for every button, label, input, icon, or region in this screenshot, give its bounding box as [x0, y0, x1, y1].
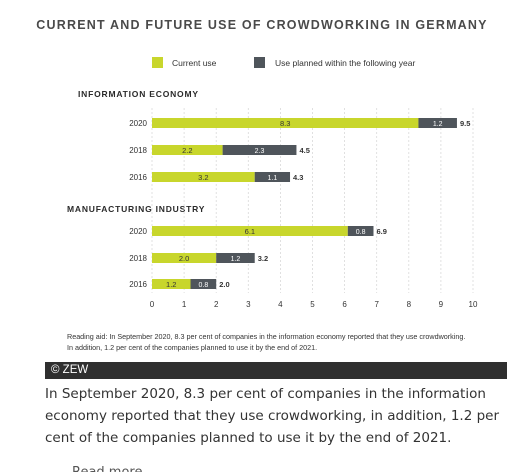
category-label: 2020: [129, 119, 147, 128]
cut-off-text: Read more: [72, 462, 172, 472]
x-tick-label: 3: [246, 300, 251, 309]
x-tick-label: 7: [374, 300, 379, 309]
data-label-total: 6.9: [376, 227, 386, 236]
bars: 2020 8.3 1.2 9.5 2018 2.2 2.3 4.5 2016 3.2 1.1 4.3 2…: [129, 118, 470, 289]
data-label-planned-use: 1.2: [231, 256, 241, 263]
x-tick-label: 2: [214, 300, 219, 309]
data-label-current-use: 1.2: [166, 280, 176, 289]
bar-current-use: [152, 226, 348, 236]
data-label-planned-use: 0.8: [356, 229, 366, 236]
bar-current-use: [152, 253, 217, 263]
legend-swatch-planned: [254, 57, 265, 68]
data-label-current-use: 2.0: [179, 254, 189, 263]
bar-current-use: [152, 279, 191, 289]
data-label-current-use: 8.3: [280, 119, 290, 128]
chart-title: CURRENT AND FUTURE USE OF CROWDWORKING I…: [36, 18, 487, 32]
crowdworking-chart: CURRENT AND FUTURE USE OF CROWDWORKING I…: [36, 18, 487, 352]
bar-current-use: [152, 172, 255, 182]
legend-swatch-current: [152, 57, 163, 68]
data-label-total: 9.5: [460, 119, 470, 128]
reading-aid-line-2: In addition, 1.2 per cent of the compani…: [67, 343, 317, 352]
group-title-manufacturing-industry: MANUFACTURING INDUSTRY: [67, 204, 205, 214]
bar-planned-use: [222, 145, 297, 155]
x-tick-label: 9: [439, 300, 444, 309]
bar-planned-use: [216, 253, 255, 263]
x-tick-label: 0: [150, 300, 155, 309]
legend-label-planned: Use planned within the following year: [275, 58, 416, 68]
category-label: 2016: [129, 280, 147, 289]
data-label-planned-use: 1.1: [268, 175, 278, 182]
data-label-planned-use: 0.8: [198, 282, 208, 289]
data-label-planned-use: 2.3: [255, 148, 265, 155]
category-label: 2020: [129, 227, 147, 236]
data-label-total: 4.5: [299, 146, 309, 155]
data-label-planned-use: 1.2: [433, 121, 443, 128]
category-label: 2018: [129, 254, 147, 263]
category-label: 2018: [129, 146, 147, 155]
data-label-current-use: 6.1: [245, 227, 255, 236]
data-label-total: 2.0: [219, 280, 229, 289]
group-title-information-economy: INFORMATION ECONOMY: [78, 89, 199, 99]
legend-label-current: Current use: [172, 58, 217, 68]
bar-planned-use: [190, 279, 217, 289]
data-label-current-use: 3.2: [198, 173, 208, 182]
x-tick-label: 10: [469, 300, 478, 309]
image-credit: © ZEW: [45, 362, 507, 379]
x-tick-label: 4: [278, 300, 283, 309]
data-label-total: 4.3: [293, 173, 303, 182]
data-label-current-use: 2.2: [182, 146, 192, 155]
category-label: 2016: [129, 173, 147, 182]
x-tick-label: 8: [407, 300, 412, 309]
bar-planned-use: [418, 118, 457, 128]
reading-aid-line-1: Reading aid: In September 2020, 8.3 per …: [67, 332, 465, 341]
bar-planned-use: [254, 172, 291, 182]
figure-caption: In September 2020, 8.3 per cent of compa…: [45, 386, 500, 446]
x-tick-label: 6: [342, 300, 347, 309]
bar-current-use: [152, 145, 223, 155]
bar-planned-use: [347, 226, 374, 236]
gridlines: [151, 108, 474, 293]
x-axis-ticks: 0 1 2 3 4 5 6 7 8 9 10: [150, 300, 478, 309]
x-tick-label: 1: [182, 300, 187, 309]
bar-current-use: [152, 118, 419, 128]
data-label-total: 3.2: [258, 254, 268, 263]
x-tick-label: 5: [310, 300, 315, 309]
